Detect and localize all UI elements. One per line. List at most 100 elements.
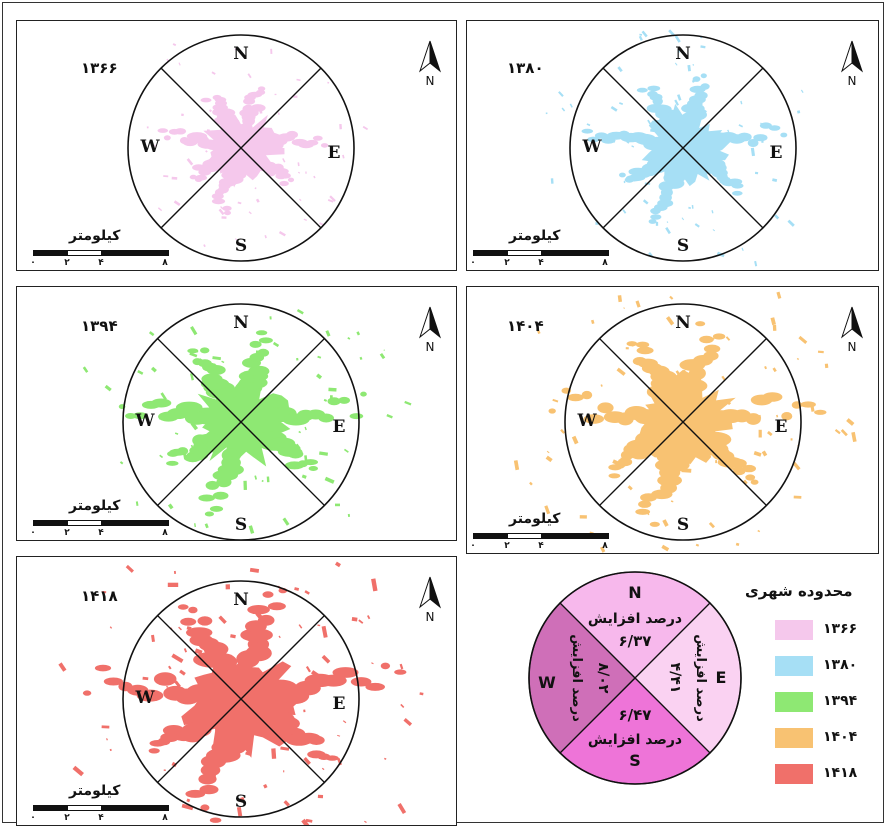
scale-title: کیلومتر: [509, 228, 561, 244]
scale-bar: [473, 533, 609, 539]
direction-label-w: W: [134, 411, 155, 431]
scale-tick-label: ۲: [64, 258, 70, 268]
scale-tick-label: ۴: [538, 258, 544, 268]
scale-tick-label: ۴: [98, 813, 104, 823]
growth-dir-s: S: [629, 751, 641, 770]
growth-label-e: درصد افزایش: [693, 634, 708, 722]
panel-year: ۱۴۰۴: [507, 317, 544, 335]
north-arrow-icon: N: [418, 306, 442, 354]
legend-swatch: [775, 620, 813, 640]
compass-circle: [122, 580, 360, 818]
urban-extent: [82, 309, 412, 534]
north-arrow-icon: N: [840, 306, 864, 354]
legend-label: ۱۴۱۸: [823, 765, 858, 781]
scale-bar: [473, 250, 609, 256]
scale-title: کیلومتر: [69, 228, 121, 244]
growth-dir-w: W: [538, 673, 556, 692]
legend-item: ۱۳۶۶: [775, 620, 875, 640]
map-canvas: N S E W N: [127, 34, 442, 262]
north-arrow-label: N: [848, 340, 857, 354]
legend-swatch: [775, 656, 813, 676]
legend-swatch: [775, 692, 813, 712]
scale-tick-label: ۴: [98, 528, 104, 538]
map-panel-1: N S E W N ۱۳۶۶ کیلومتر ۰ ۲ ۴ ۸: [16, 20, 457, 271]
growth-dir-n: N: [628, 583, 641, 602]
legend-swatch: [775, 728, 813, 748]
sector-divider: [602, 67, 764, 229]
direction-label-e: E: [775, 417, 788, 437]
north-arrow-label: N: [426, 74, 435, 88]
growth-percent-diagram: N درصد افزایش ۶/۳۷ ۶/۴۷ درصد افزایش S E درصد اف…: [528, 571, 742, 785]
direction-label-e: E: [333, 694, 346, 714]
direction-label-w: W: [134, 688, 155, 708]
north-arrow-icon: N: [418, 576, 442, 624]
scale-tick-label: ۲: [64, 813, 70, 823]
map-canvas: N S E W N: [82, 303, 442, 540]
scale-bar: [33, 520, 169, 526]
scale-tick-label: ۸: [602, 258, 608, 268]
panel-year: ۱۴۱۸: [81, 587, 118, 605]
panel-year: ۱۳۸۰: [507, 59, 544, 77]
scale-tick-label: ۴: [538, 541, 544, 551]
direction-label-s: S: [677, 515, 689, 535]
direction-label-w: W: [576, 411, 597, 431]
scale-tick-label: ۸: [602, 541, 608, 551]
scale-tick-label: ۰: [30, 258, 36, 268]
map-panel-5: N S E W N ۱۴۱۸ کیلومتر ۰ ۲ ۴ ۸: [16, 556, 457, 826]
growth-label-n: درصد افزایش: [588, 611, 682, 627]
scale-bar: [33, 250, 169, 256]
scale-tick-label: ۸: [162, 258, 168, 268]
map-canvas: N S E W N: [513, 291, 864, 553]
scale-tick-label: ۸: [162, 813, 168, 823]
legend-swatch: [775, 764, 813, 784]
direction-label-n: N: [675, 44, 691, 64]
scale-title: کیلومتر: [69, 498, 121, 514]
growth-label-w: درصد افزایش: [569, 634, 584, 722]
scale-title: کیلومتر: [509, 511, 561, 527]
legend-label: ۱۳۶۶: [823, 621, 858, 637]
panel-year: ۱۳۶۶: [81, 59, 118, 77]
direction-label-w: W: [581, 137, 602, 157]
compass-circle: [127, 34, 355, 262]
sector-divider: [160, 67, 322, 229]
scale-tick-label: ۰: [470, 541, 476, 551]
direction-label-s: S: [677, 236, 689, 256]
scale-tick-label: ۰: [30, 528, 36, 538]
growth-value-s: ۶/۴۷: [619, 706, 652, 724]
legend-item: ۱۴۰۴: [775, 728, 875, 748]
direction-label-e: E: [328, 143, 341, 163]
growth-value-e: ۴/۴۱: [667, 663, 683, 694]
scale-bar: [33, 805, 169, 811]
growth-label-s: درصد افزایش: [588, 732, 682, 748]
north-arrow-label: N: [426, 610, 435, 624]
scale-title: کیلومتر: [69, 783, 121, 799]
north-arrow-icon: N: [840, 40, 864, 88]
legend-label: ۱۳۸۰: [823, 657, 858, 673]
scale-tick-label: ۰: [30, 813, 36, 823]
direction-label-n: N: [233, 44, 249, 64]
north-arrow-label: N: [426, 340, 435, 354]
urban-extent: [513, 291, 857, 553]
sector-divider: [599, 338, 767, 506]
direction-label-n: N: [233, 590, 249, 610]
map-panel-3: N S E W N ۱۳۹۴ کیلومتر ۰ ۲ ۴ ۸: [16, 286, 457, 541]
scale-tick-label: ۴: [98, 258, 104, 268]
map-canvas: N S E W N: [545, 29, 864, 267]
sector-divider: [157, 615, 325, 783]
panel-year: ۱۳۹۴: [81, 317, 118, 335]
growth-value-w: ۸/۰۲: [595, 663, 611, 694]
north-arrow-label: N: [848, 74, 857, 88]
direction-label-e: E: [333, 417, 346, 437]
scale-tick-label: ۲: [504, 258, 510, 268]
scale-tick-label: ۲: [504, 541, 510, 551]
direction-label-s: S: [235, 792, 247, 812]
legend-item: ۱۳۸۰: [775, 656, 875, 676]
direction-label-n: N: [233, 313, 249, 333]
map-canvas: N S E W N: [58, 561, 442, 825]
direction-label-e: E: [770, 143, 783, 163]
legend-title: محدوده شهری: [745, 582, 853, 600]
direction-label-w: W: [139, 137, 160, 157]
compass-circle: [564, 303, 802, 541]
direction-label-s: S: [235, 236, 247, 256]
growth-value-n: ۶/۳۷: [619, 632, 652, 650]
